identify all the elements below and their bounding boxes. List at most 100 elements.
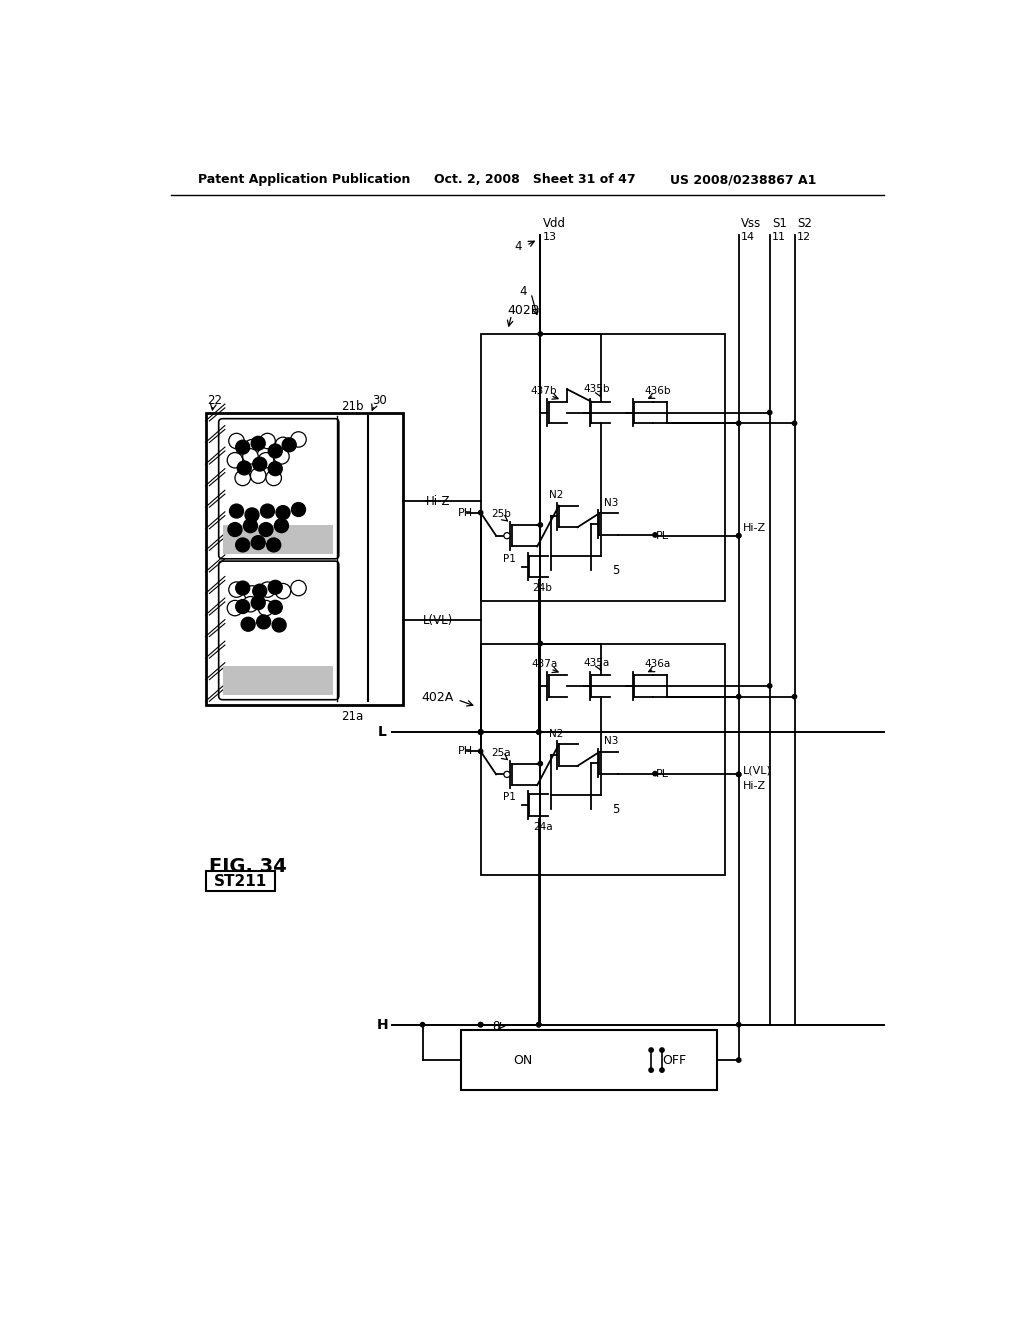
Circle shape xyxy=(478,730,482,734)
Circle shape xyxy=(275,437,291,453)
Circle shape xyxy=(736,772,741,776)
Circle shape xyxy=(229,504,244,517)
Circle shape xyxy=(258,453,273,469)
Circle shape xyxy=(653,533,657,537)
Circle shape xyxy=(228,433,245,449)
Text: OFF: OFF xyxy=(663,1053,686,1067)
Text: 12: 12 xyxy=(797,232,811,242)
Text: 21b: 21b xyxy=(341,400,364,413)
Circle shape xyxy=(251,437,265,450)
Circle shape xyxy=(253,457,266,471)
Circle shape xyxy=(245,440,260,455)
Circle shape xyxy=(272,618,286,632)
Circle shape xyxy=(539,523,543,527)
Circle shape xyxy=(292,503,305,516)
Text: 21a: 21a xyxy=(341,710,364,723)
Circle shape xyxy=(736,694,741,698)
Circle shape xyxy=(736,533,741,537)
Text: 402B: 402B xyxy=(508,305,540,317)
Text: L(VL): L(VL) xyxy=(742,766,771,776)
Circle shape xyxy=(736,421,741,425)
Circle shape xyxy=(228,582,245,598)
Bar xyxy=(223,665,334,696)
Text: 13: 13 xyxy=(543,232,557,242)
Circle shape xyxy=(653,771,657,776)
Bar xyxy=(206,871,275,891)
Circle shape xyxy=(236,599,250,614)
Circle shape xyxy=(243,597,258,612)
Circle shape xyxy=(478,511,482,515)
Circle shape xyxy=(736,1057,741,1063)
Text: 11: 11 xyxy=(772,232,786,242)
Text: 25b: 25b xyxy=(492,510,511,519)
Text: 435b: 435b xyxy=(584,384,610,395)
Circle shape xyxy=(257,615,270,628)
Circle shape xyxy=(238,461,251,475)
Circle shape xyxy=(291,581,306,595)
Text: PL: PL xyxy=(656,770,670,779)
Circle shape xyxy=(478,1023,482,1027)
Circle shape xyxy=(273,449,289,465)
Circle shape xyxy=(268,444,283,458)
Circle shape xyxy=(539,331,543,337)
Circle shape xyxy=(236,581,250,595)
Text: PH: PH xyxy=(458,746,473,756)
Circle shape xyxy=(283,438,296,451)
Text: P1: P1 xyxy=(503,554,516,564)
Circle shape xyxy=(266,539,281,552)
Circle shape xyxy=(539,642,543,645)
Circle shape xyxy=(537,1023,541,1027)
Circle shape xyxy=(228,523,242,536)
Circle shape xyxy=(649,1048,653,1052)
Circle shape xyxy=(253,585,266,598)
Circle shape xyxy=(260,433,275,449)
Text: P1: P1 xyxy=(503,792,516,803)
Text: PH: PH xyxy=(458,508,473,517)
Circle shape xyxy=(736,533,741,537)
Bar xyxy=(480,644,725,875)
Circle shape xyxy=(539,762,543,766)
Text: S1: S1 xyxy=(772,218,786,231)
Circle shape xyxy=(268,462,283,475)
Circle shape xyxy=(478,730,482,734)
Circle shape xyxy=(768,411,772,414)
Circle shape xyxy=(478,730,482,734)
Text: US 2008/0238867 A1: US 2008/0238867 A1 xyxy=(671,173,817,186)
Text: 25a: 25a xyxy=(492,748,511,758)
Text: N2: N2 xyxy=(550,490,564,500)
Text: ON: ON xyxy=(514,1053,532,1067)
Circle shape xyxy=(659,1048,665,1052)
Circle shape xyxy=(241,618,255,631)
Text: 436a: 436a xyxy=(644,659,671,669)
Circle shape xyxy=(268,601,283,614)
Circle shape xyxy=(259,523,273,536)
Circle shape xyxy=(251,595,265,610)
Text: 24b: 24b xyxy=(532,583,553,593)
Circle shape xyxy=(268,581,283,594)
Circle shape xyxy=(649,1068,653,1072)
Text: Patent Application Publication: Patent Application Publication xyxy=(198,173,411,186)
Text: Hi-Z: Hi-Z xyxy=(426,495,451,508)
Circle shape xyxy=(478,730,482,734)
Text: 4: 4 xyxy=(515,240,522,253)
Circle shape xyxy=(736,772,741,776)
Bar xyxy=(223,525,334,554)
Text: 30: 30 xyxy=(372,395,387,408)
Circle shape xyxy=(234,470,251,486)
Circle shape xyxy=(291,432,306,447)
Text: Vss: Vss xyxy=(741,218,761,231)
Circle shape xyxy=(251,536,265,549)
Text: Hi-Z: Hi-Z xyxy=(742,523,766,533)
Circle shape xyxy=(478,730,482,734)
Circle shape xyxy=(276,506,290,520)
Text: 437a: 437a xyxy=(531,659,557,669)
Text: 5: 5 xyxy=(612,803,620,816)
Circle shape xyxy=(227,601,243,616)
Bar xyxy=(206,413,403,705)
Circle shape xyxy=(659,1068,665,1072)
Text: N3: N3 xyxy=(603,498,618,508)
Text: L: L xyxy=(378,725,387,739)
Text: 4: 4 xyxy=(519,285,527,298)
Circle shape xyxy=(768,684,772,688)
Circle shape xyxy=(736,1023,741,1027)
